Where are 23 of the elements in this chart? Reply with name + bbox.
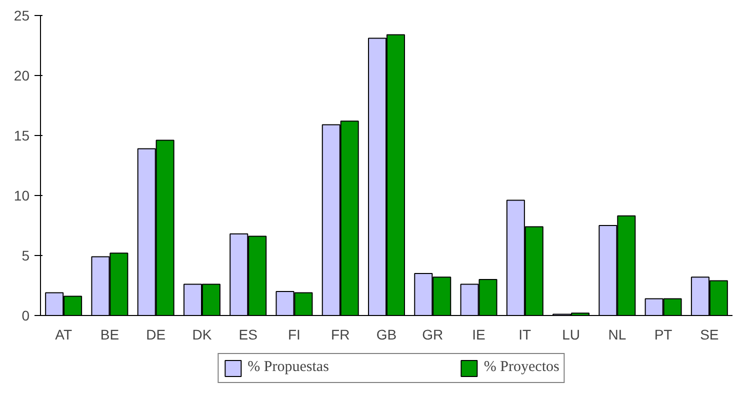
x-tick-label: LU [562, 326, 580, 342]
x-tick-label: GR [422, 326, 444, 342]
x-tick-label: DE [146, 326, 166, 342]
legend-label: % Proyectos [484, 359, 560, 376]
x-tick-label: FR [331, 326, 350, 342]
y-tick-label: 10 [14, 188, 30, 204]
y-tick-label: 20 [14, 68, 30, 84]
x-tick-label: AT [55, 326, 72, 342]
y-tick-label: 25 [14, 8, 30, 24]
x-tick-label: GB [376, 326, 397, 342]
x-tick-label: SE [700, 326, 719, 342]
x-tick-label: IE [472, 326, 486, 342]
x-tick-label: BE [100, 326, 120, 342]
x-tick-label: PT [654, 326, 673, 342]
y-tick-label: 0 [22, 308, 30, 324]
x-tick-label: FI [288, 326, 300, 342]
y-tick-label: 15 [14, 128, 30, 144]
legend-label: % Propuestas [248, 359, 329, 376]
x-tick-label: DK [192, 326, 212, 342]
x-tick-label: IT [518, 326, 532, 342]
y-tick-label: 5 [22, 248, 30, 264]
x-tick-label: NL [608, 326, 626, 342]
x-tick-label: ES [238, 326, 258, 342]
